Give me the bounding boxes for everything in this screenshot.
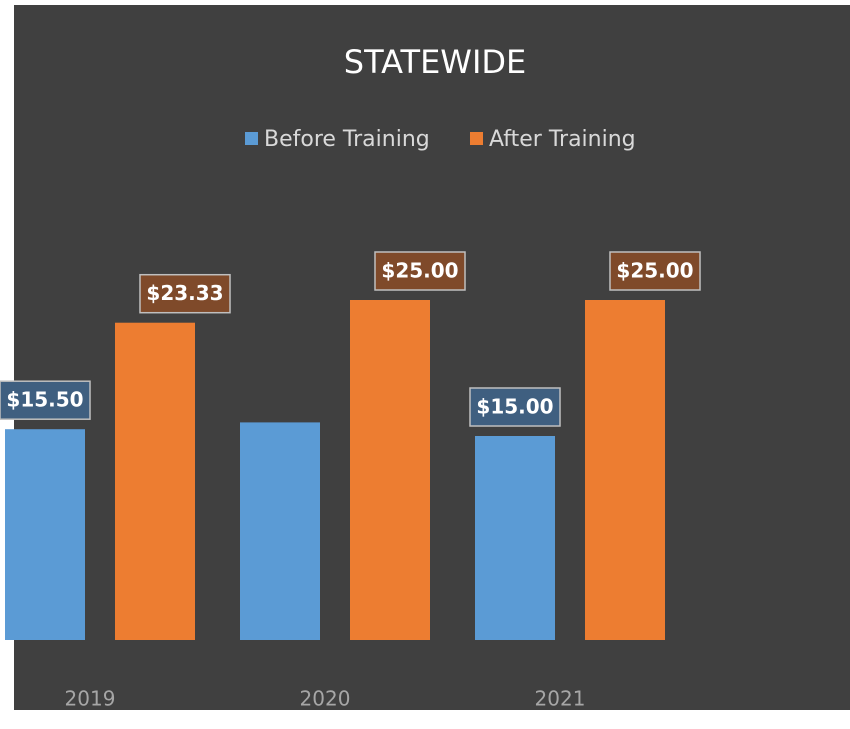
x-tick-label: 2021 <box>535 687 586 711</box>
data-label: $15.50 <box>6 388 83 412</box>
legend-label: After Training <box>489 127 636 152</box>
bar <box>350 300 430 640</box>
bar <box>475 436 555 640</box>
legend-swatch <box>470 132 483 145</box>
data-label: $25.00 <box>381 259 458 283</box>
data-label: $15.00 <box>476 395 553 419</box>
bar <box>115 323 195 640</box>
chart-title: STATEWIDE <box>344 43 526 81</box>
bar <box>585 300 665 640</box>
x-tick-label: 2019 <box>65 687 116 711</box>
x-tick-label: 2020 <box>300 687 351 711</box>
data-label: $25.00 <box>616 259 693 283</box>
legend-label: Before Training <box>264 127 430 152</box>
data-label: $23.33 <box>146 281 223 305</box>
bar <box>5 429 85 640</box>
chart: STATEWIDE Before TrainingAfter Training … <box>0 0 850 729</box>
legend-swatch <box>245 132 258 145</box>
bar <box>240 422 320 640</box>
